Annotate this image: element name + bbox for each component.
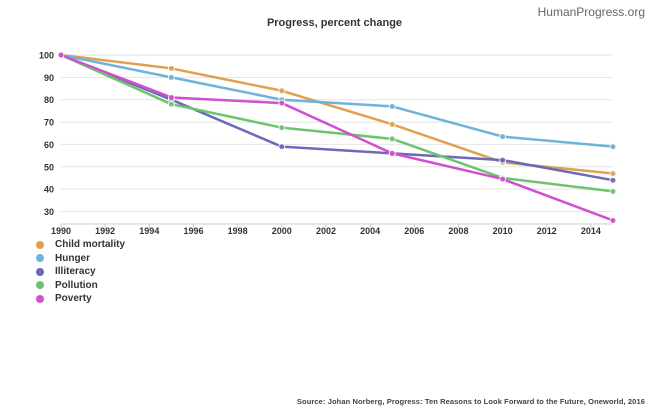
x-tick-label: 1992: [95, 226, 115, 236]
x-axis: 1990 1992 1994 1996 1998 2000 2002 2004 2006 2008…: [51, 223, 613, 236]
legend-dot-icon: [36, 240, 44, 249]
series-line: [59, 53, 615, 182]
data-point: [609, 170, 617, 177]
y-tick-label: 50: [44, 162, 54, 172]
legend-label: Child mortality: [55, 239, 126, 251]
y-axis-ticks: 30 40 50 60 70 80 90 100: [39, 51, 54, 218]
watermark: HumanProgress.org: [537, 5, 645, 19]
data-point: [388, 149, 396, 157]
y-tick-label: 30: [44, 207, 54, 217]
series-line: [59, 53, 615, 193]
data-point: [609, 176, 617, 184]
data-point: [388, 135, 396, 143]
legend-dot-icon: [36, 294, 44, 303]
legend-item[interactable]: Pollution: [36, 279, 125, 293]
y-tick-label: 60: [44, 140, 54, 150]
x-tick-label: 2006: [404, 226, 424, 236]
data-point: [278, 87, 286, 95]
series-line: [59, 53, 615, 222]
legend-dot-icon: [36, 267, 44, 276]
y-tick-label: 70: [44, 118, 54, 128]
x-tick-label: 1998: [228, 226, 248, 236]
data-point: [278, 143, 286, 151]
data-point: [57, 51, 65, 59]
x-tick-label: 2014: [581, 226, 601, 236]
y-tick-label: 100: [39, 51, 54, 61]
legend-item[interactable]: Child mortality: [36, 238, 125, 252]
legend-item[interactable]: Hunger: [36, 252, 125, 266]
data-point: [499, 156, 507, 164]
series-line: [59, 53, 615, 148]
legend-item[interactable]: Poverty: [36, 292, 125, 306]
data-point: [499, 133, 507, 141]
data-point: [278, 99, 286, 107]
x-tick-label: 1994: [139, 226, 159, 236]
legend-label: Pollution: [55, 279, 98, 291]
data-point: [499, 175, 507, 183]
x-tick-label: 2012: [537, 226, 557, 236]
legend-label: Hunger: [55, 252, 90, 264]
y-tick-label: 40: [44, 185, 54, 195]
data-point: [609, 217, 617, 224]
data-point: [167, 94, 175, 101]
legend-label: Illiteracy: [55, 266, 96, 278]
data-point: [167, 65, 175, 72]
x-tick-label: 2008: [448, 226, 468, 236]
series-lines: [57, 51, 617, 224]
x-tick-label: 2004: [360, 226, 380, 236]
data-point: [388, 120, 396, 128]
data-point: [388, 103, 396, 110]
x-tick-label: 1990: [51, 226, 71, 236]
data-point: [167, 100, 175, 108]
data-point: [609, 143, 617, 151]
data-point: [609, 187, 617, 195]
legend-dot-icon: [36, 281, 44, 290]
y-tick-label: 80: [44, 95, 54, 105]
y-tick-label: 90: [44, 73, 54, 83]
grid-lines: [61, 54, 613, 212]
x-tick-label: 2002: [316, 226, 336, 236]
legend: Child mortality Hunger Illiteracy Pollution…: [36, 238, 125, 306]
chart-title: Progress, percent change: [266, 17, 403, 29]
data-point: [278, 124, 286, 132]
x-tick-label: 2000: [272, 226, 292, 236]
data-point: [167, 73, 175, 81]
x-tick-label: 1996: [183, 226, 203, 236]
legend-item[interactable]: Illiteracy: [36, 265, 125, 279]
source-note: Source: Johan Norberg, Progress: Ten Rea…: [296, 397, 645, 406]
x-tick-label: 2010: [493, 226, 513, 236]
legend-dot-icon: [36, 254, 44, 263]
legend-label: Poverty: [55, 293, 92, 305]
